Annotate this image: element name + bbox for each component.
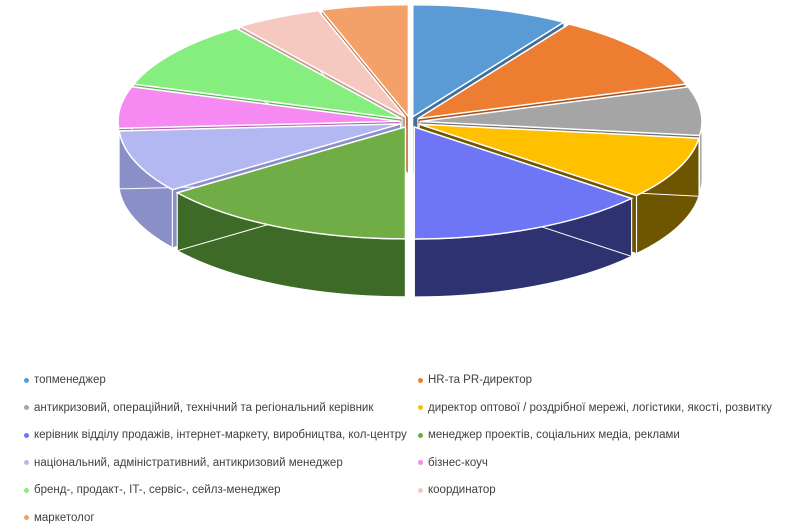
legend-item-6: менеджер проектів, соціальних медіа, рек…: [418, 426, 680, 444]
legend-marker-4: [418, 405, 423, 410]
legend-label-5: керівник відділу продажів, інтернет-марк…: [34, 429, 407, 441]
pie-slice-top-4: [418, 123, 700, 197]
legend-marker-3: [24, 405, 29, 410]
pie-slice-top-1: [412, 3, 566, 119]
legend-item-4: директор оптової / роздрібної мережі, ло…: [418, 399, 772, 417]
legend-label-11: маркетолог: [34, 511, 95, 524]
legend-label-10: координатор: [428, 484, 496, 496]
legend-marker-8: [418, 460, 423, 465]
legend-label-1: топменеджер: [34, 374, 106, 386]
pie-slice-top-7: [118, 123, 401, 191]
legend-marker-7: [24, 460, 29, 465]
legend-marker-2: [418, 377, 423, 383]
legend-marker-11: [24, 515, 29, 520]
legend-item-1: топменеджер: [24, 371, 106, 389]
legend-item-11: маркетолог: [24, 509, 95, 527]
pie-slice-top-3: [419, 86, 703, 137]
legend-marker-10: [418, 487, 423, 493]
legend-label-4: директор оптової / роздрібної мережі, ло…: [428, 401, 772, 414]
legend-item-7: національний, адміністративний, антикриз…: [24, 454, 343, 472]
legend-item-2: HR-та PR-директор: [418, 371, 532, 389]
legend-label-2: HR-та PR-директор: [428, 374, 532, 386]
legend-item-8: бізнес-коуч: [418, 454, 488, 472]
pie-slice-top-8: [117, 85, 401, 130]
legend-marker-5: [24, 432, 29, 438]
pie-slice-6: [175, 125, 407, 298]
pie-slice-top-6: [175, 125, 407, 240]
legend-label-9: бренд-, продакт-, IT-, сервіс-, сейлз-ме…: [34, 484, 281, 496]
pie-slice-top-2: [417, 23, 688, 120]
legend-item-5: керівник відділу продажів, інтернет-марк…: [24, 426, 407, 444]
legend-marker-1: [24, 377, 29, 383]
legend-item-9: бренд-, продакт-, IT-, сервіс-, сейлз-ме…: [24, 481, 281, 499]
legend-item-10: координатор: [418, 481, 496, 499]
pie-slice-top-9: [132, 27, 403, 120]
legend-label-3: антикризовий, операційний, технічний та …: [34, 401, 374, 414]
legend-marker-6: [418, 432, 423, 438]
pie-slice-5: [413, 125, 634, 298]
legend-label-8: бізнес-коуч: [428, 456, 488, 469]
legend-label-6: менеджер проектів, соціальних медіа, рек…: [428, 429, 680, 441]
legend-marker-9: [24, 487, 29, 493]
legend-label-7: національний, адміністративний, антикриз…: [34, 456, 343, 469]
pie-slice-top-11: [319, 3, 410, 119]
pie-plot-area: [117, 3, 703, 298]
legend-item-3: антикризовий, операційний, технічний та …: [24, 399, 373, 417]
pie-slice-top-5: [413, 125, 634, 240]
pie-slice-top-10: [237, 9, 407, 118]
chart-legend: топменеджер HR-та PR-директор антикризовий…: [0, 368, 800, 528]
